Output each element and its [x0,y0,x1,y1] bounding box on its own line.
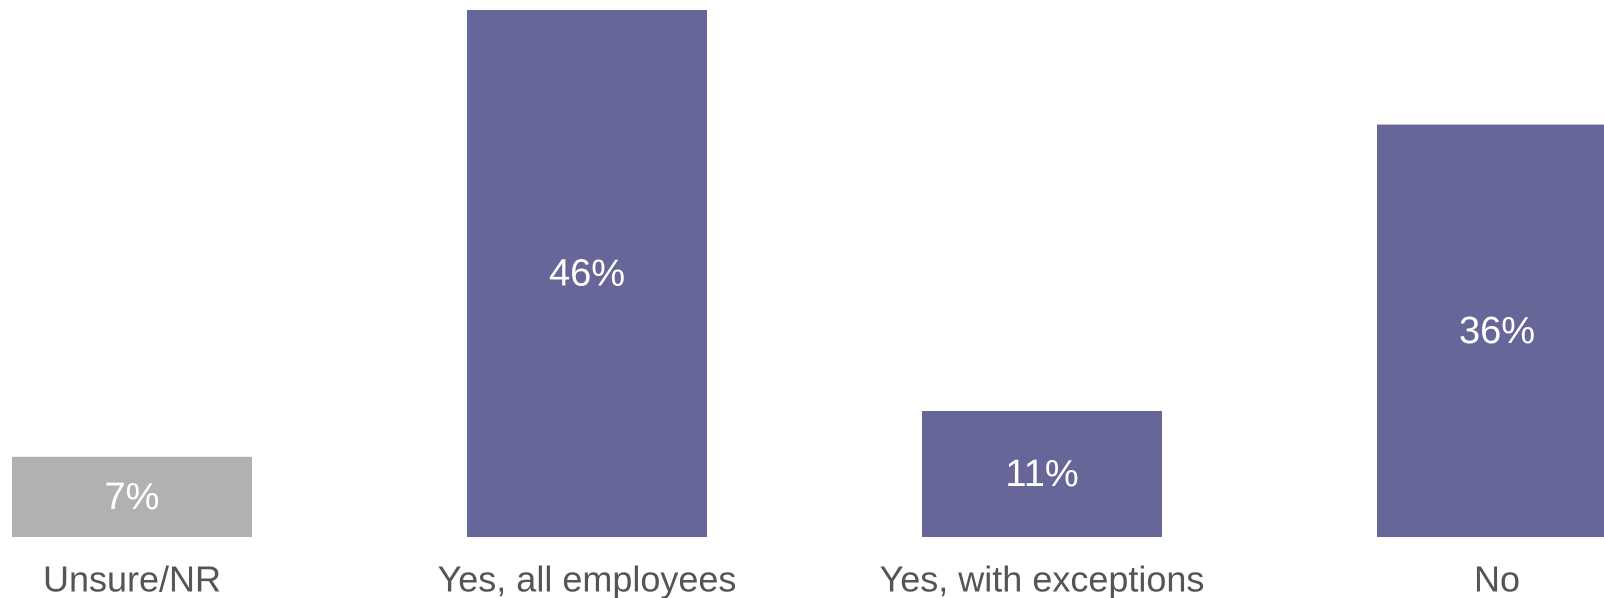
bar-value-labels: 7% 46% 11% 36% [105,253,1535,518]
category-label-yes-all-employees: Yes, all employees [438,559,737,598]
bar-no [1377,124,1604,537]
category-label-no: No [1474,559,1520,598]
category-labels: Unsure/NR Yes, all employees Yes, with exc… [43,559,1520,598]
bar-value-label-no: 36% [1459,310,1535,352]
bars-group [12,10,1604,537]
bar-value-label-unsure-nr: 7% [105,476,160,518]
category-label-yes-with-exceptions: Yes, with exceptions [880,559,1205,598]
bar-yes-with-exceptions [922,410,1162,537]
bar-value-label-yes-all-employees: 46% [549,253,625,295]
category-label-unsure-nr: Unsure/NR [43,559,221,598]
bar-value-label-yes-with-exceptions: 11% [1005,453,1078,495]
bar-yes-all-employees [467,10,707,537]
bar-unsure-nr [12,456,252,537]
